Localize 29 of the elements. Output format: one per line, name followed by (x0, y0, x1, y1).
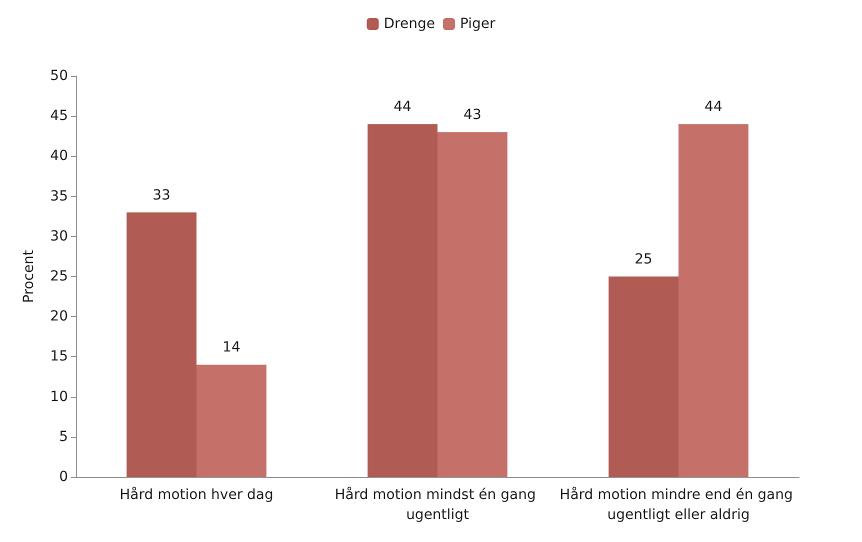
x-tick-label: Hård motion hver dag (120, 486, 274, 503)
x-tick-label: Hård motion mindre end én gang ugentligt eller aldrig (560, 486, 798, 523)
bar (126, 212, 196, 477)
data-label: 44 (704, 99, 722, 116)
y-tick-label: 30 (50, 228, 68, 244)
data-label: 43 (464, 107, 482, 124)
data-label: 44 (394, 99, 412, 116)
y-tick-label: 45 (50, 108, 68, 124)
y-tick-label: 20 (50, 308, 68, 325)
y-tick-label: 0 (59, 469, 68, 485)
bar (608, 276, 678, 477)
y-tick-label: 15 (50, 348, 68, 365)
y-axis-title: Procent (21, 250, 37, 303)
y-tick-label: 40 (50, 148, 68, 164)
bar (678, 124, 748, 477)
legend-label: Piger (460, 16, 496, 32)
data-label: 25 (634, 252, 652, 268)
bar (368, 124, 438, 477)
x-tick-label: Hård motion mindst én gang ugentligt (334, 486, 540, 523)
y-tick-label: 35 (50, 188, 68, 204)
data-label: 14 (222, 340, 240, 356)
y-tick-label: 10 (50, 388, 68, 405)
legend-label: Drenge (384, 16, 435, 32)
bar (438, 132, 508, 477)
data-label: 33 (152, 187, 170, 204)
y-tick-label: 5 (59, 428, 68, 445)
y-tick-label: 50 (50, 68, 68, 84)
bar (196, 364, 266, 477)
y-tick-label: 25 (50, 268, 68, 284)
